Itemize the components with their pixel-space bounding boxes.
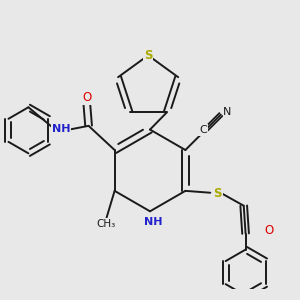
Text: O: O	[82, 91, 92, 104]
Text: N: N	[224, 106, 232, 117]
Text: NH: NH	[52, 124, 70, 134]
Text: S: S	[214, 187, 222, 200]
Text: CH₃: CH₃	[96, 218, 116, 229]
Text: NH: NH	[144, 217, 162, 227]
Text: O: O	[264, 224, 273, 237]
Text: C: C	[199, 125, 207, 135]
Text: S: S	[144, 49, 152, 62]
